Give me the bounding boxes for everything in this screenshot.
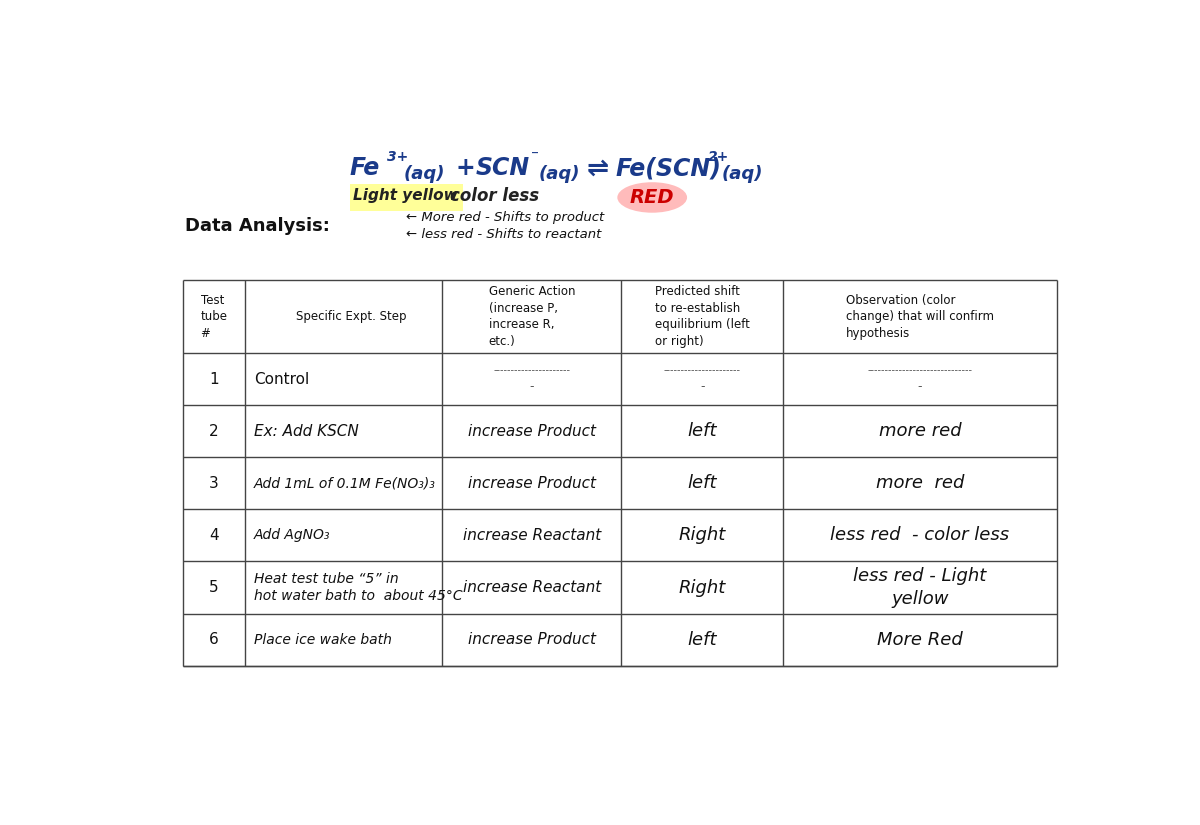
Text: increase Reactant: increase Reactant — [463, 580, 601, 595]
Text: ← less red - Shifts to reactant: ← less red - Shifts to reactant — [406, 229, 601, 242]
Text: Right: Right — [679, 526, 726, 544]
Text: 4: 4 — [209, 528, 218, 543]
Text: increase Product: increase Product — [468, 632, 595, 647]
Text: 1: 1 — [209, 371, 218, 387]
Text: ← More red - Shifts to product: ← More red - Shifts to product — [406, 210, 604, 224]
Text: less red  - color less: less red - color less — [830, 526, 1009, 544]
Text: -: - — [918, 380, 922, 394]
Text: (aq): (aq) — [722, 165, 763, 183]
Text: 2+: 2+ — [708, 150, 730, 164]
Text: more  red: more red — [876, 474, 964, 493]
Text: ⁻: ⁻ — [532, 149, 539, 164]
Text: color less: color less — [450, 186, 539, 205]
Text: Generic Action
(increase P,
increase R,
etc.): Generic Action (increase P, increase R, … — [488, 285, 575, 348]
Text: RED: RED — [630, 188, 674, 207]
Text: Observation (color
change) that will confirm
hypothesis: Observation (color change) that will con… — [846, 294, 994, 340]
Text: Fe: Fe — [350, 156, 380, 180]
Text: less red - Light
yellow: less red - Light yellow — [853, 567, 986, 608]
Text: Place ice wake bath: Place ice wake bath — [254, 633, 391, 647]
Text: Ex: Add KSCN: Ex: Add KSCN — [254, 424, 359, 439]
Text: Add AgNO₃: Add AgNO₃ — [254, 529, 330, 542]
Text: Heat test tube “5” in
hot water bath to  about 45°C: Heat test tube “5” in hot water bath to … — [254, 572, 462, 603]
Text: Test
tube
#: Test tube # — [200, 294, 228, 340]
Text: increase Product: increase Product — [468, 476, 595, 491]
Text: Control: Control — [254, 371, 310, 387]
Text: More Red: More Red — [877, 630, 962, 648]
Text: (aq): (aq) — [539, 165, 581, 183]
Text: ----------------------: ---------------------- — [493, 365, 570, 375]
Text: 5: 5 — [209, 580, 218, 595]
Text: -: - — [529, 380, 534, 394]
Text: left: left — [688, 422, 718, 441]
Ellipse shape — [617, 182, 688, 213]
Text: increase Reactant: increase Reactant — [463, 528, 601, 543]
Text: Add 1mL of 0.1M Fe(NO₃)₃: Add 1mL of 0.1M Fe(NO₃)₃ — [254, 476, 436, 490]
FancyBboxPatch shape — [350, 184, 463, 211]
Text: Specific Expt. Step: Specific Expt. Step — [296, 310, 407, 323]
Text: ------------------------------: ------------------------------ — [868, 365, 972, 375]
Text: 3+: 3+ — [388, 150, 408, 164]
Text: ----------------------: ---------------------- — [664, 365, 740, 375]
Text: -: - — [700, 380, 704, 394]
Text: Light yellow: Light yellow — [353, 188, 458, 203]
Text: Fe(SCN): Fe(SCN) — [616, 156, 721, 180]
Text: 3: 3 — [209, 476, 218, 491]
Text: ⇌: ⇌ — [587, 155, 610, 182]
Text: 2: 2 — [209, 424, 218, 439]
Text: more red: more red — [878, 422, 961, 441]
Text: increase Product: increase Product — [468, 424, 595, 439]
Text: left: left — [688, 630, 718, 648]
Text: SCN: SCN — [475, 156, 529, 180]
Text: (aq): (aq) — [404, 165, 445, 183]
Text: Predicted shift
to re-establish
equilibrium (left
or right): Predicted shift to re-establish equilibr… — [655, 285, 750, 348]
Text: 6: 6 — [209, 632, 218, 647]
Text: Right: Right — [679, 578, 726, 596]
Text: left: left — [688, 474, 718, 493]
Text: Data Analysis:: Data Analysis: — [185, 217, 330, 235]
Text: +: + — [455, 156, 475, 180]
